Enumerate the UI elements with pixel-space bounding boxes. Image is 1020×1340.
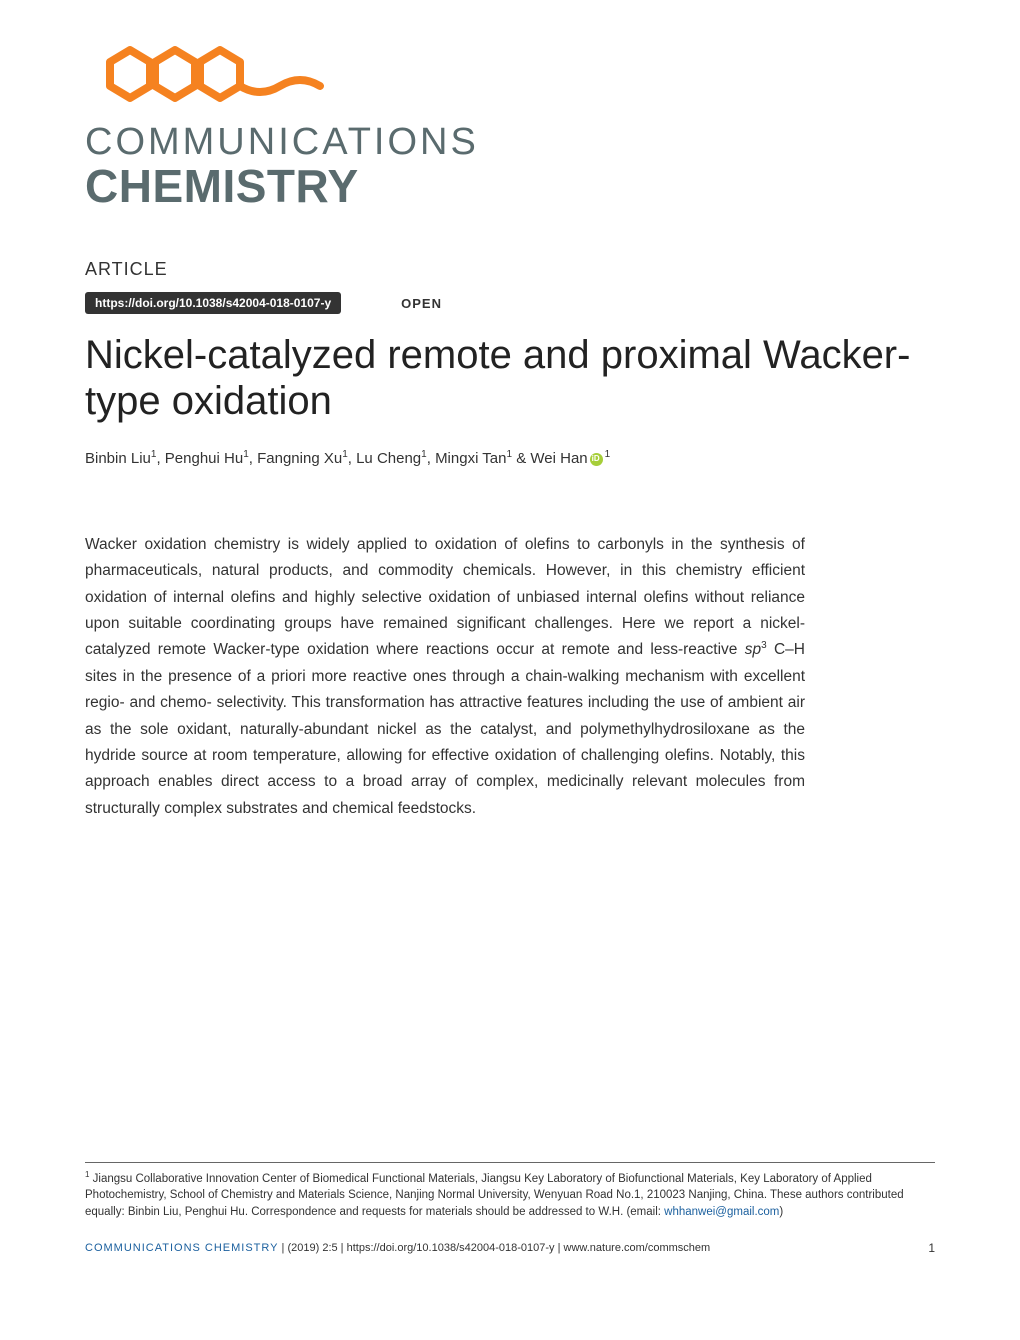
doi-row: https://doi.org/10.1038/s42004-018-0107-… (85, 292, 935, 314)
abstract-paragraph: Wacker oxidation chemistry is widely app… (85, 532, 805, 822)
abstract-text-b: C–H sites in the presence of a priori mo… (85, 642, 805, 817)
affiliation-close: ) (779, 1206, 783, 1218)
orcid-icon[interactable] (590, 453, 603, 466)
doi-badge[interactable]: https://doi.org/10.1038/s42004-018-0107-… (85, 292, 341, 314)
affil-sup: 1 (605, 449, 611, 460)
footer-journal-name: COMMUNICATIONS CHEMISTRY (85, 1242, 279, 1254)
article-title: Nickel-catalyzed remote and proximal Wac… (85, 332, 935, 424)
footer-left: COMMUNICATIONS CHEMISTRY | (2019) 2:5 | … (85, 1242, 710, 1254)
footer-citation: (2019) 2:5 | https://doi.org/10.1038/s42… (287, 1242, 710, 1254)
author: Mingxi Tan (435, 450, 506, 467)
hexagon-logo-icon (85, 40, 935, 115)
affil-sup: 1 (342, 449, 348, 460)
affiliation-divider (85, 1162, 935, 1163)
sp-italic: sp (745, 642, 761, 659)
article-type-label: ARTICLE (85, 259, 935, 280)
author: Wei Han (530, 450, 587, 467)
affiliation-block: 1 Jiangsu Collaborative Innovation Cente… (85, 1169, 935, 1221)
author: Lu Cheng (356, 450, 421, 467)
page-number: 1 (928, 1241, 935, 1255)
journal-name-line1: COMMUNICATIONS (85, 123, 935, 161)
affil-sup: 1 (243, 449, 249, 460)
journal-logo-block: COMMUNICATIONS CHEMISTRY (85, 40, 935, 209)
affil-sup: 1 (421, 449, 427, 460)
author: Penghui Hu (165, 450, 243, 467)
ampersand: & (512, 450, 530, 467)
abstract-text-a: Wacker oxidation chemistry is widely app… (85, 536, 805, 659)
corresponding-email[interactable]: whhanwei@gmail.com (664, 1206, 779, 1218)
author: Binbin Liu (85, 450, 151, 467)
author: Fangning Xu (257, 450, 342, 467)
page-footer: COMMUNICATIONS CHEMISTRY | (2019) 2:5 | … (85, 1241, 935, 1255)
open-access-label: OPEN (401, 296, 442, 311)
author-list: Binbin Liu1, Penghui Hu1, Fangning Xu1, … (85, 449, 935, 467)
affil-sup: 1 (151, 449, 157, 460)
journal-name-line2: CHEMISTRY (85, 163, 935, 209)
